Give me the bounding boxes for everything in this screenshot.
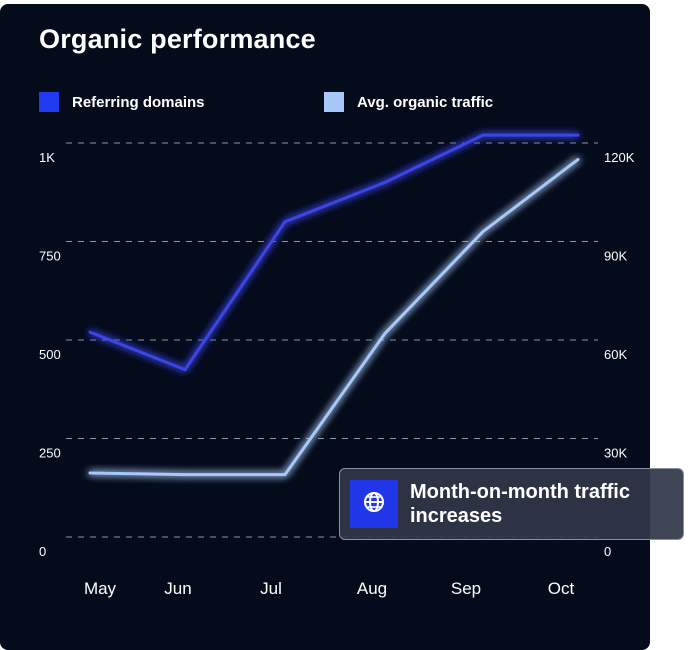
y-left-tick-label: 0 — [39, 544, 46, 559]
globe-icon — [363, 491, 385, 518]
series-line-avg-organic-traffic — [88, 157, 580, 477]
legend-item-referring-domains[interactable]: Referring domains — [39, 92, 205, 112]
x-tick-label: Oct — [548, 579, 575, 598]
x-tick-label: May — [84, 579, 117, 598]
y-right-tick-label: 90K — [604, 249, 627, 264]
legend-label: Avg. organic traffic — [357, 93, 494, 111]
tooltip-text: Month-on-month traffic increases — [410, 481, 630, 527]
y-left-tick-label: 1K — [39, 150, 55, 165]
y-right-tick-label: 60K — [604, 347, 627, 362]
series-line-referring-domains — [88, 133, 580, 372]
legend-swatch-referring-domains — [39, 92, 59, 112]
y-right-tick-label: 120K — [604, 150, 635, 165]
tooltip-icon-box — [350, 480, 398, 528]
chart-card: Organic performance Referring domains Av… — [0, 4, 650, 650]
y-left-tick-label: 500 — [39, 347, 61, 362]
x-tick-label: Jun — [164, 579, 191, 598]
tooltip-callout: Month-on-month traffic increases — [339, 468, 684, 540]
y-right-tick-label: 30K — [604, 446, 627, 461]
y-right-tick-label: 0 — [604, 544, 611, 559]
legend-label: Referring domains — [72, 93, 205, 111]
y-left-tick-label: 750 — [39, 249, 61, 264]
x-tick-label: Aug — [357, 579, 387, 598]
legend-item-avg-organic-traffic[interactable]: Avg. organic traffic — [324, 92, 493, 112]
chart-title: Organic performance — [39, 24, 316, 54]
x-tick-label: Jul — [260, 579, 282, 598]
legend-swatch-avg-organic-traffic — [324, 92, 344, 112]
x-tick-label: Sep — [451, 579, 481, 598]
y-left-tick-label: 250 — [39, 446, 61, 461]
